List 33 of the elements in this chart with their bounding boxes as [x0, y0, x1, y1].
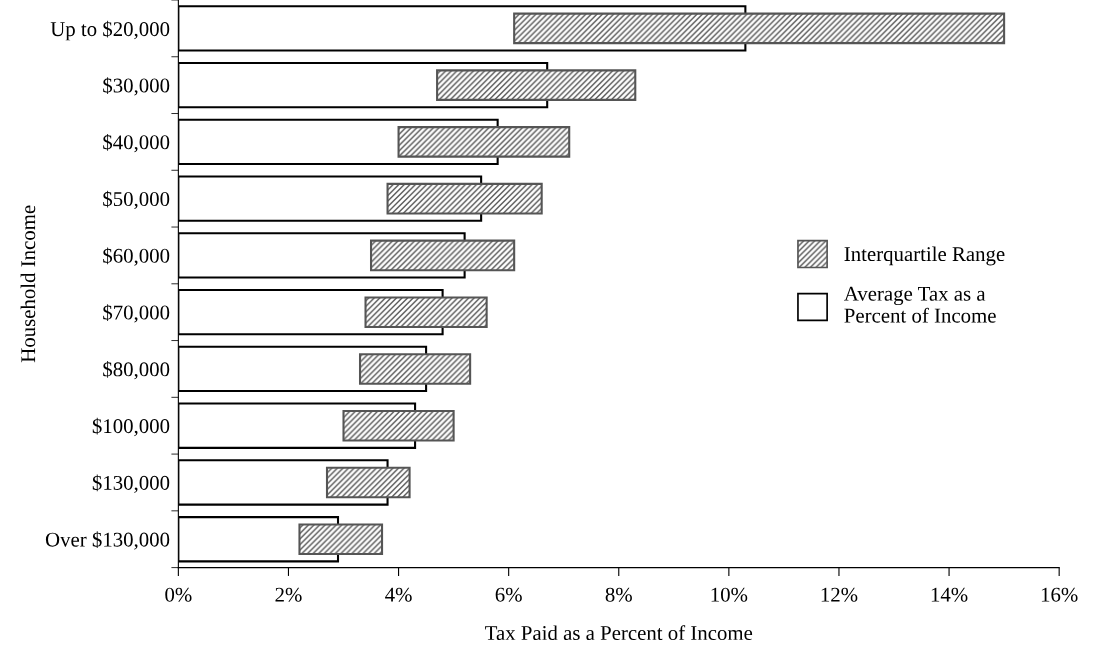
x-tick-label: 2%	[275, 587, 302, 602]
x-axis-title: Tax Paid as a Percent of Income	[485, 625, 753, 641]
y-tick-label: $70,000	[103, 304, 170, 323]
bar	[397, 126, 571, 158]
y-tick-label: $130,000	[92, 474, 170, 493]
y-tick-label: $40,000	[103, 134, 170, 153]
bar	[386, 182, 543, 215]
legend-label: Interquartile Range	[844, 246, 1005, 266]
x-tick-label: 10%	[711, 587, 748, 602]
y-tick-label: $80,000	[103, 361, 170, 380]
bar	[298, 523, 384, 556]
x-tick-label: 6%	[495, 587, 522, 602]
y-tick-label: Over $130,000	[45, 531, 170, 550]
bar	[513, 12, 1006, 45]
x-tick-label: 14%	[931, 587, 968, 602]
bar	[364, 296, 488, 328]
y-tick-label: Up to $20,000	[50, 20, 170, 41]
y-tick-label: $100,000	[92, 417, 170, 437]
x-tick-label: 0%	[165, 587, 192, 602]
bar	[370, 239, 516, 272]
bar	[325, 466, 411, 499]
x-tick-label: 8%	[605, 587, 632, 602]
y-tick-label: $50,000	[103, 190, 170, 210]
y-tick-label: $60,000	[103, 247, 170, 266]
x-tick-label: 16%	[1041, 587, 1078, 602]
bar	[358, 353, 472, 385]
x-tick-label: 12%	[821, 587, 858, 602]
legend-label: Average Tax as a Percent of Income	[844, 286, 996, 323]
y-tick-label: $30,000	[103, 77, 170, 96]
x-tick-label: 4%	[385, 587, 412, 602]
y-axis-title: Household Income	[20, 205, 36, 363]
bar	[436, 69, 637, 101]
bar	[342, 409, 455, 442]
